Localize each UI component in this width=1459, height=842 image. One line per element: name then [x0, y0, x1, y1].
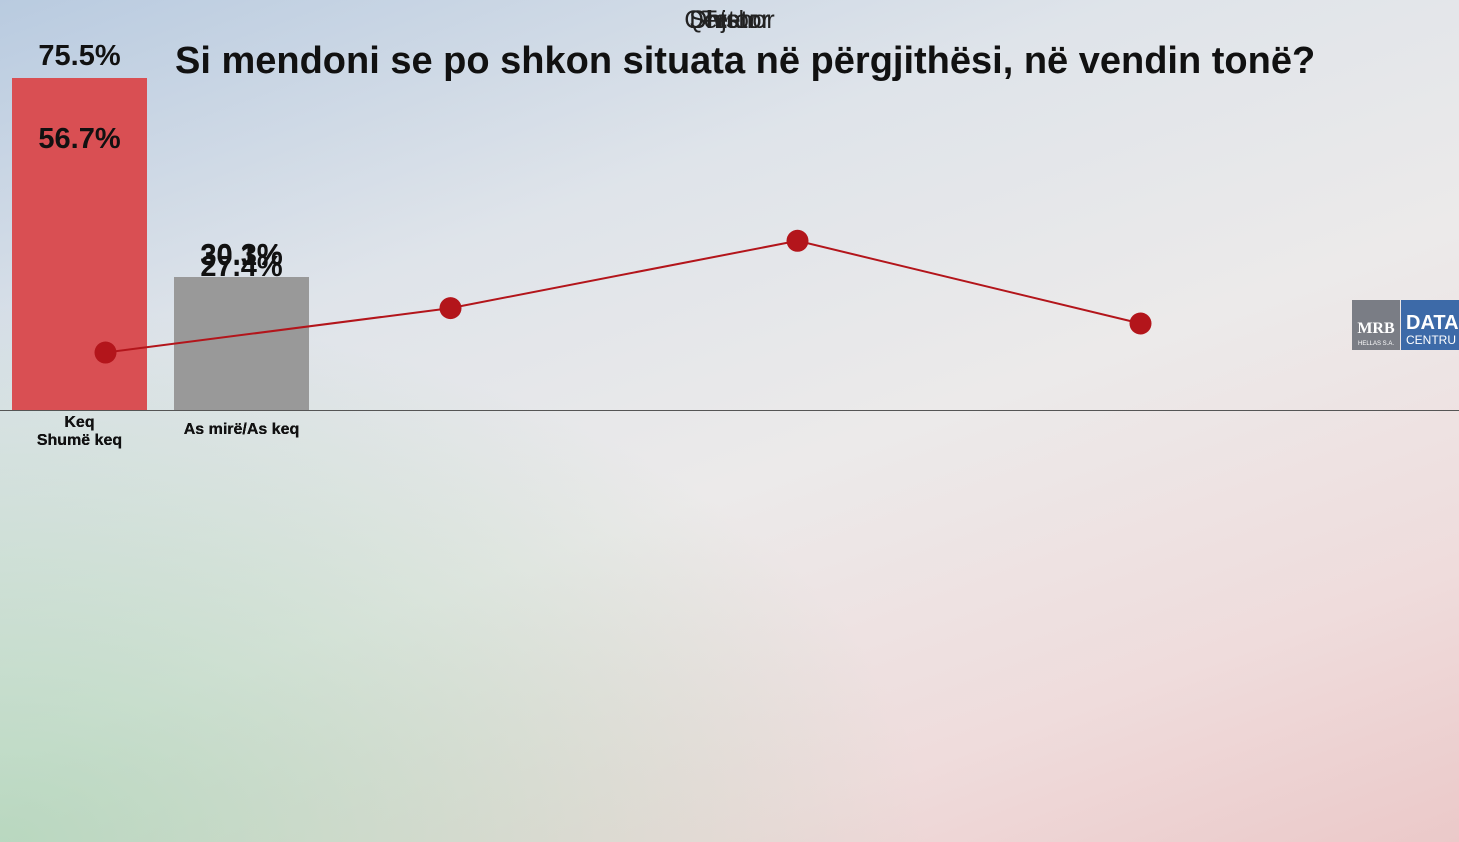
- bar: [12, 160, 147, 410]
- bar: [174, 289, 309, 410]
- trend-dot: [94, 341, 117, 364]
- chart-title: Si mendoni se po shkon situata në përgji…: [175, 40, 1316, 82]
- series-label: Keq Shumë keq: [36, 414, 123, 449]
- logo-text: CENTRU: [1406, 333, 1456, 347]
- logo-text: DATA: [1406, 312, 1459, 334]
- month-label: Dhjetor: [689, 6, 770, 34]
- series-label: As mirë/As keq: [183, 421, 300, 438]
- value-label: 30.3%: [200, 238, 283, 271]
- logo-text: MRB: [1357, 320, 1395, 337]
- series-label: Keq Shumë keq: [36, 414, 123, 449]
- value-label: 27.4%: [200, 251, 283, 284]
- trend-dot: [439, 297, 462, 320]
- logo-left-bg: [1352, 300, 1400, 350]
- series-label: Keq Shumë keq: [36, 414, 123, 449]
- series-label: As mirë/As keq: [183, 421, 300, 438]
- logo: MRB HELLAS S.A. DATA CENTRU: [1352, 300, 1459, 350]
- trend-dot: [1129, 312, 1152, 335]
- logo-right-bg: [1401, 300, 1459, 350]
- baseline: [0, 410, 1459, 411]
- value-label: 56.7%: [38, 122, 121, 155]
- month-label: Qershor: [684, 6, 775, 34]
- month-label: Shtator: [689, 6, 770, 34]
- logo-text: HELLAS S.A.: [1357, 341, 1395, 347]
- trend-line: [105, 239, 1141, 354]
- month-label: Tetor: [701, 6, 758, 34]
- value-label: 30.1%: [200, 239, 283, 272]
- trend-dot: [786, 229, 809, 252]
- value-label: 75.5%: [38, 39, 121, 72]
- series-label: As mirë/As keq: [183, 421, 300, 438]
- series-label: As mirë/As keq: [183, 421, 300, 438]
- series-label: Keq Shumë keq: [36, 414, 123, 449]
